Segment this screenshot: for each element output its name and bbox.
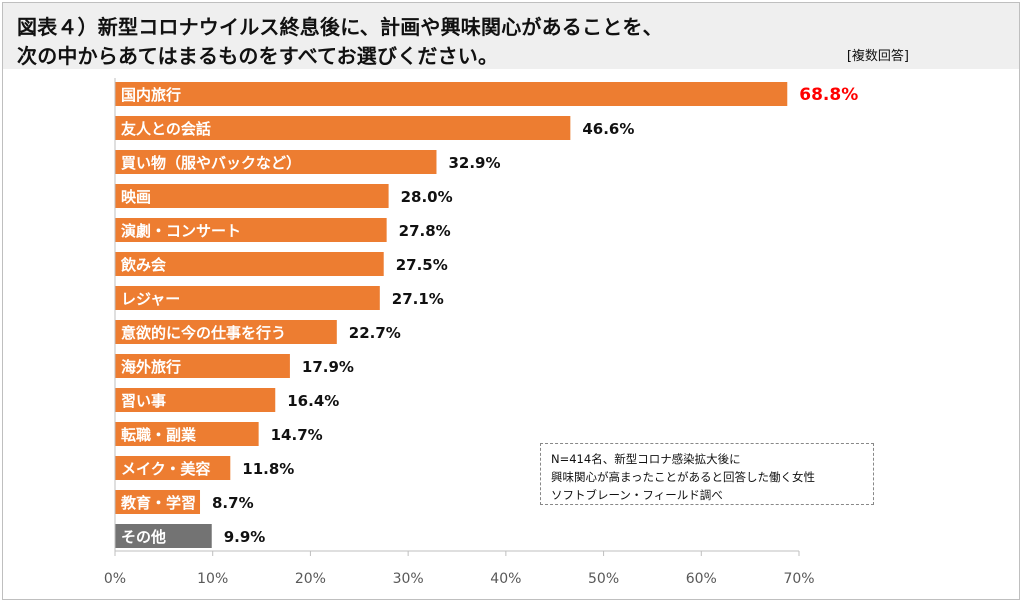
bar-9: [115, 388, 276, 412]
category-label-8: 海外旅行: [121, 358, 181, 376]
chart-title-line-2: 次の中からあてはまるものをすべてお選びください。: [17, 44, 499, 68]
value-label-1: 46.6%: [582, 120, 634, 138]
x-tick-label-1: 10%: [197, 571, 228, 587]
category-label-13: その他: [121, 528, 166, 546]
x-tick-label-3: 30%: [393, 571, 424, 587]
bar-11: [115, 456, 231, 480]
category-label-7: 意欲的に今の仕事を行う: [121, 324, 286, 342]
x-tick-label-4: 40%: [490, 571, 521, 587]
bar-12: [115, 490, 201, 514]
bar-4: [115, 218, 387, 242]
footnote-line-1: N=414名、新型コロナ感染拡大後に: [551, 452, 741, 466]
value-label-4: 27.8%: [399, 222, 451, 240]
value-label-7: 22.7%: [349, 324, 401, 342]
category-label-1: 友人との会話: [121, 120, 211, 138]
footnote-line-3: ソフトブレーン・フィールド調べ: [551, 488, 723, 502]
x-tick-label-5: 50%: [588, 571, 619, 587]
value-label-11: 11.8%: [242, 460, 294, 478]
category-label-11: メイク・美容: [121, 460, 210, 478]
category-label-10: 転職・副業: [121, 426, 197, 444]
x-tick-label-7: 70%: [783, 571, 814, 587]
value-label-0: 68.8%: [799, 85, 858, 105]
bar-13: [115, 524, 212, 548]
category-label-0: 国内旅行: [121, 86, 181, 104]
bar-6: [115, 286, 380, 310]
x-tick-label-2: 20%: [295, 571, 326, 587]
category-label-5: 飲み会: [120, 256, 166, 274]
x-tick-label-0: 0%: [104, 571, 126, 587]
value-label-3: 28.0%: [401, 188, 453, 206]
x-tick-label-6: 60%: [686, 571, 717, 587]
category-label-9: 習い事: [121, 392, 166, 410]
value-label-10: 14.7%: [271, 426, 323, 444]
bar-1: [115, 116, 571, 140]
bar-2: [115, 150, 437, 174]
bar-5: [115, 252, 384, 276]
value-label-2: 32.9%: [448, 154, 500, 172]
value-label-6: 27.1%: [392, 290, 444, 308]
category-label-3: 映画: [121, 188, 151, 206]
chart-header: 図表４）新型コロナウイルス終息後に、計画や興味関心があることを、 次の中からあて…: [3, 3, 1019, 69]
chart-title-line-1: 図表４）新型コロナウイルス終息後に、計画や興味関心があることを、: [17, 15, 663, 39]
footnote-line-2: 興味関心が高まったことがあると回答した働く女性: [551, 470, 816, 484]
value-label-13: 9.9%: [224, 528, 266, 546]
value-label-12: 8.7%: [212, 494, 254, 512]
bar-8: [115, 354, 290, 378]
category-label-4: 演劇・コンサート: [121, 222, 241, 240]
survey-footnote: N=414名、新型コロナ感染拡大後に 興味関心が高まったことがあると回答した働く…: [540, 443, 874, 505]
category-label-6: レジャー: [121, 290, 180, 308]
value-label-8: 17.9%: [302, 358, 354, 376]
answer-type-note: [複数回答]: [846, 49, 909, 64]
value-label-5: 27.5%: [396, 256, 448, 274]
bar-10: [115, 422, 259, 446]
bar-0: [115, 82, 788, 106]
value-label-9: 16.4%: [287, 392, 339, 410]
bar-3: [115, 184, 389, 208]
bar-7: [115, 320, 337, 344]
category-label-2: 買い物（服やバックなど）: [121, 154, 301, 172]
category-label-12: 教育・学習: [120, 494, 196, 512]
